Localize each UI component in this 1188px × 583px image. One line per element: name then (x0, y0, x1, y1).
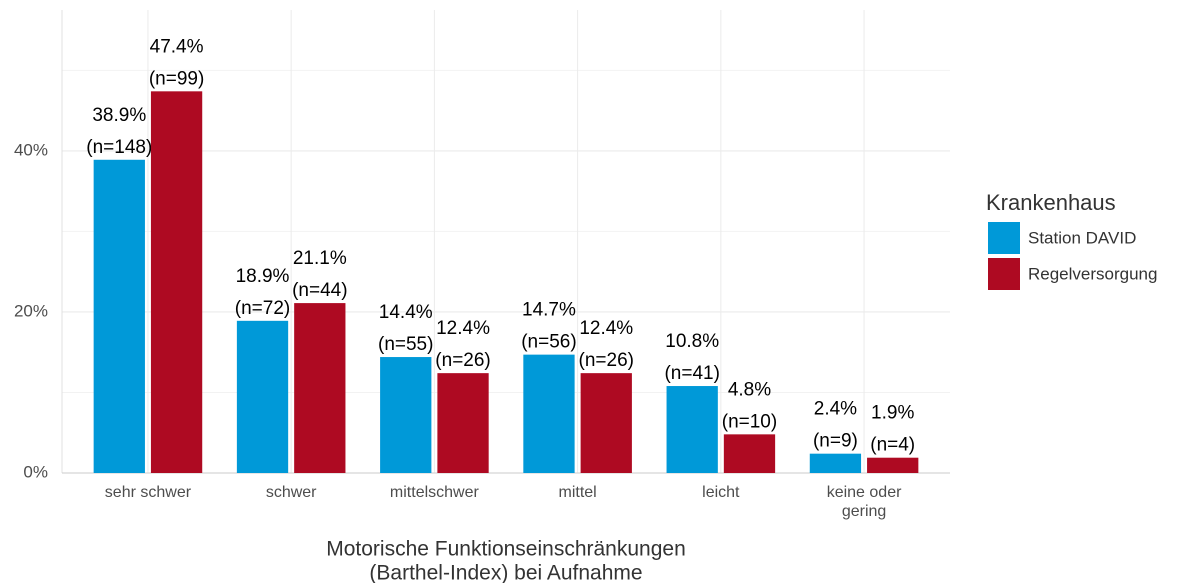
count-label: (n=41) (664, 363, 719, 384)
count-label: (n=44) (292, 280, 347, 301)
legend-key (988, 258, 1020, 290)
count-label: (n=148) (86, 137, 152, 158)
bar (150, 91, 203, 473)
count-label: (n=26) (435, 350, 490, 371)
bar (294, 303, 346, 473)
value-label: 12.4% (436, 318, 490, 339)
value-label: 18.9% (236, 266, 290, 287)
bar (580, 373, 632, 473)
value-label: 38.9% (92, 105, 146, 126)
value-label: 12.4% (579, 318, 633, 339)
bar (666, 386, 718, 473)
legend-label: Regelversorgung (1028, 264, 1157, 283)
x-axis-title: (Barthel-Index) bei Aufnahme (369, 562, 642, 583)
bar (380, 357, 432, 473)
value-label: 14.7% (522, 300, 576, 321)
value-label: 2.4% (814, 399, 857, 420)
y-tick-label: 20% (14, 301, 48, 320)
x-tick-label: leicht (702, 484, 740, 501)
y-tick-label: 40% (14, 140, 48, 159)
bar (236, 320, 289, 473)
value-label: 4.8% (728, 379, 771, 400)
bar (93, 159, 145, 473)
count-label: (n=56) (521, 332, 576, 353)
y-tick-label: 0% (23, 462, 48, 481)
x-tick-label: schwer (265, 484, 317, 501)
legend-label: Station DAVID (1028, 228, 1136, 247)
value-label: 47.4% (150, 36, 204, 57)
count-label: (n=26) (579, 350, 634, 371)
count-label: (n=4) (870, 435, 915, 456)
x-tick-label: sehr schwer (104, 484, 192, 501)
bar (867, 457, 919, 473)
bar (809, 453, 862, 473)
bar (437, 373, 489, 473)
value-label: 21.1% (293, 248, 347, 269)
x-tick-label: mittel (558, 484, 597, 501)
legend-title: Krankenhaus (986, 190, 1116, 215)
count-label: (n=99) (149, 68, 204, 89)
count-label: (n=55) (378, 334, 433, 355)
legend-key (988, 222, 1020, 254)
x-axis-title: Motorische Funktionseinschränkungen (326, 538, 686, 561)
x-tick-label: mittelschwer (389, 484, 479, 501)
bar (723, 434, 776, 473)
bar (523, 354, 575, 473)
count-label: (n=72) (235, 298, 290, 319)
count-label: (n=9) (813, 431, 858, 452)
value-label: 14.4% (379, 302, 433, 323)
value-label: 1.9% (871, 403, 914, 424)
count-label: (n=10) (722, 411, 777, 432)
value-label: 10.8% (665, 331, 719, 352)
x-tick-label: keine oder gering (826, 484, 902, 520)
